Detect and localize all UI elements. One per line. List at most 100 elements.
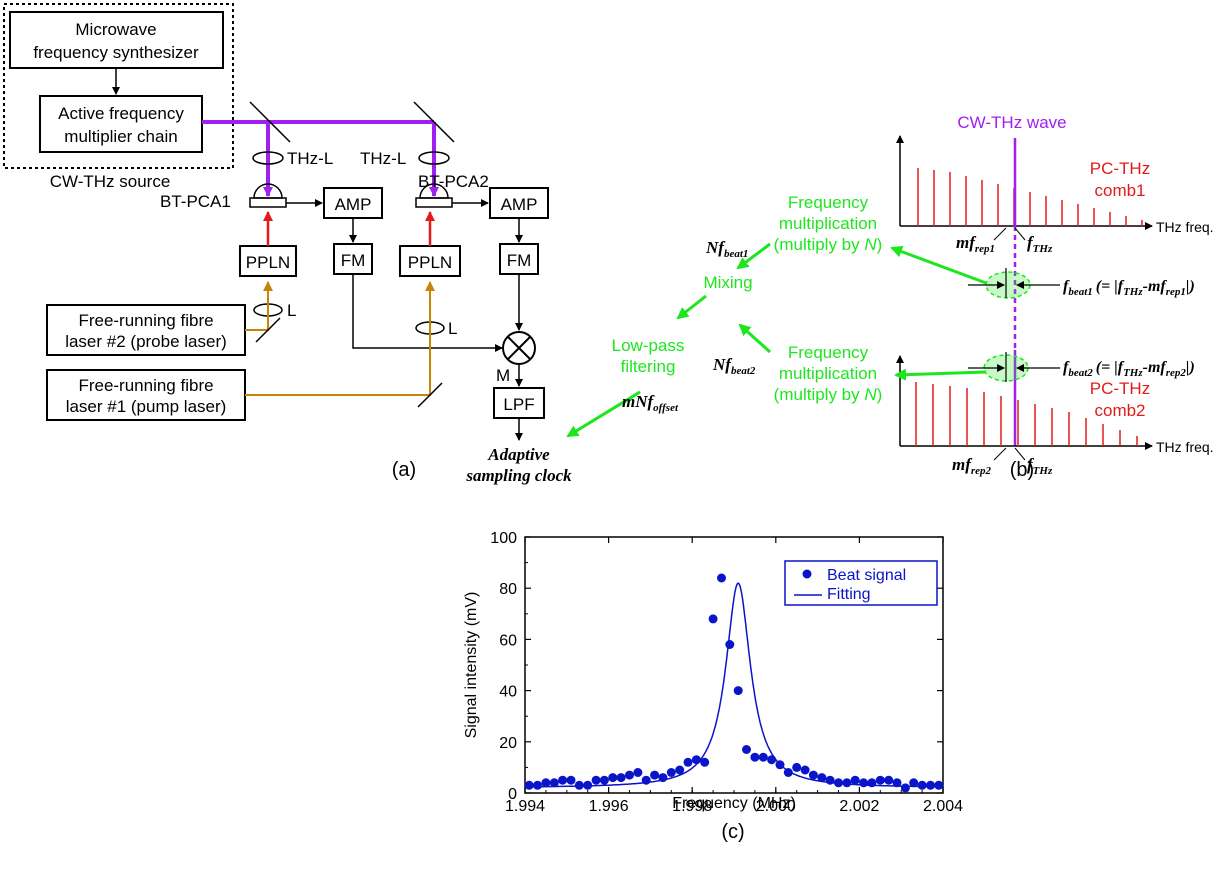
beat-signal-point [817,773,827,783]
beat-signal-point [583,780,593,790]
nf-beat1-label: Nfbeat1 [705,238,748,260]
f-thz-1-leader [1014,227,1026,241]
beat-signal-point [909,778,919,788]
thz-lens-1-label: THz-L [287,149,333,168]
beat-signal-point [558,775,568,785]
comb2-label-1: PC-THz [1090,379,1150,398]
output-label-1: Adaptive [487,445,550,464]
thz-lens-1 [252,151,284,165]
panel-c-chart: 1.994 1.996 1.998 2.000 2.002 2.004 0 20 40 60 80 1… [463,530,963,843]
y-tick-label: 80 [499,581,517,598]
mnf-offset-label: mNfoffset [622,392,679,414]
pca1-chip [249,197,287,208]
pump-laser-beam [245,281,435,396]
beat-signal-point [850,775,860,785]
beat-signal-point [691,755,701,765]
f-thz-1-label: fTHz [1027,233,1053,255]
beat-signal-point [859,778,869,788]
beat-signal-point [875,775,885,785]
beat-signal-point [834,778,843,788]
beat-signal-point [641,775,651,785]
beat-signal-point [599,775,609,785]
mixer-cross-2 [507,336,531,360]
comb2-label-2: comb2 [1094,401,1145,420]
beat-signal-point [867,778,877,788]
pca2-lens [419,183,449,199]
panel-b: THz freq. PC-THz comb1 CW-THz wave mfrep… [566,113,1214,481]
beat-signal-point [800,765,810,775]
cw-thz-source-label: CW-THz source [50,172,171,191]
lpf-flow-label-2: filtering [621,357,676,376]
mult1-to-mixing-arrow [736,242,771,270]
lpf-to-clock-arrow [566,390,641,438]
panel-a-caption: (a) [392,459,416,481]
beat-signal-point [700,757,710,767]
x-tick-label: 1.998 [672,798,712,815]
beat-signal-point [775,760,785,770]
beat-signal-point [658,773,668,783]
beat1-to-mult-arrow [890,245,987,285]
multiplier-label-2: multiplier chain [64,127,177,146]
pca2-chip [415,197,453,208]
panel-b-caption: (b) [1010,459,1034,481]
beat2-to-mult-arrow [894,368,987,381]
laser-2-label-1: Free-running fibre [78,311,213,330]
beat-signal-point [541,778,551,788]
ppln-2-label: PPLN [408,253,452,272]
pca2-label: BT-PCA2 [418,172,489,191]
beat-signal-point [926,780,935,790]
cw-thz-wave-label: CW-THz wave [957,113,1066,132]
y-tick-label: 0 [508,786,517,803]
x-tick-label: 1.996 [589,798,629,815]
f-thz-2-leader [1014,447,1026,461]
fbeat2-label: fbeat2 (= |fTHz-mfrep2|) [1063,359,1195,379]
fm1-to-mixer-arrow [352,274,503,352]
comb1-axis-label: THz freq. [1156,219,1214,235]
laser-1-label-2: laser #1 (pump laser) [66,397,227,416]
legend-box [784,560,938,606]
y-tick-label: 40 [499,684,517,701]
pca1-lens [253,183,283,199]
beat-signal-point [900,783,910,793]
fm-2-label: FM [507,251,532,270]
beat-signal-point [574,780,584,790]
mirror-1 [249,101,291,143]
lpf-flow-label-1: Low-pass [612,336,685,355]
thz-lens-2-label: THz-L [360,149,406,168]
freq-mult-2-line-3: (multiply by N) [774,385,883,404]
lpf-label: LPF [503,395,534,414]
nf-beat2-label: Nfbeat2 [712,355,756,377]
freq-mult-1-line-3: (multiply by N) [774,235,883,254]
freq-mult-1-line-2: multiplication [779,214,877,233]
x-axis-label: Frequency (MHz) [672,795,796,812]
beat-signal-point [725,640,735,649]
x-tick-label: 2.004 [923,798,963,815]
legend-marker-beat [802,569,812,579]
beat-signal-point [842,778,852,788]
beat-signal-point [717,573,726,583]
comb2-lines [915,382,1138,446]
beat-signal-point [767,755,777,765]
beat-signal-point [683,757,693,767]
beat-signal-point [524,780,534,790]
y-tick-label: 60 [499,632,517,649]
beat-signal-points [524,573,944,793]
amp-1-label: AMP [335,195,372,214]
beat-signal-point [549,778,559,788]
beat-signal-point [591,775,601,785]
beat-signal-point [892,778,902,788]
synthesizer-label-1: Microwave [75,20,156,39]
beat-signal-point [758,752,768,762]
beat-signal-point [750,752,760,762]
fbeat1-label: fbeat1 (= |fTHz-mfrep1|) [1063,278,1195,298]
ppln-1-label: PPLN [246,253,290,272]
lens-l-2-label: L [448,319,457,338]
freq-mult-2-line-1: Frequency [788,343,869,362]
mixing-to-lpf-arrow [676,294,707,320]
beat-signal-point [608,773,618,783]
beat-signal-point [733,686,743,696]
beat-signal-point [808,770,818,780]
lens-l-1-label: L [287,301,296,320]
beat-signal-point [675,765,685,775]
